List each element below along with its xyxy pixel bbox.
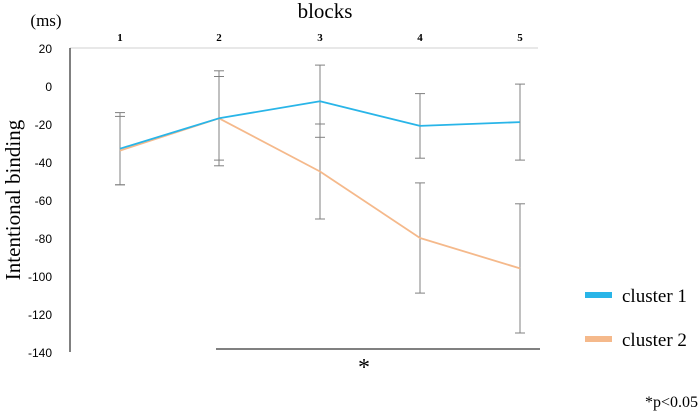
legend-label: cluster 2 xyxy=(622,330,687,351)
legend-label: cluster 1 xyxy=(622,286,687,307)
x-tick-label: 1 xyxy=(117,32,123,44)
significance-marker: * xyxy=(358,355,370,381)
series-line-cluster-1 xyxy=(119,100,521,150)
x-axis: 1 2 3 4 5 xyxy=(117,32,523,44)
y-tick-label: -100 xyxy=(28,270,52,284)
significance-annotation: * xyxy=(216,348,540,381)
y-tick-label: -80 xyxy=(35,232,53,246)
chart-frame xyxy=(69,47,538,352)
y-tick-label: -120 xyxy=(28,308,52,322)
legend-swatch xyxy=(585,292,612,298)
significance-note: *p<0.05 xyxy=(645,394,698,411)
series-lines xyxy=(119,100,521,270)
y-tick-label: -40 xyxy=(35,156,53,170)
y-tick-label: 0 xyxy=(45,80,52,94)
error-bars xyxy=(115,64,525,334)
y-axis-unit: (ms) xyxy=(30,11,61,30)
y-tick-label: -140 xyxy=(28,346,52,360)
x-tick-label: 4 xyxy=(417,32,423,44)
y-tick-label: 20 xyxy=(39,42,53,56)
x-tick-label: 5 xyxy=(517,32,523,44)
x-axis-title: blocks xyxy=(298,0,353,23)
x-tick-label: 3 xyxy=(317,32,323,44)
legend-swatch xyxy=(585,336,612,342)
x-tick-label: 2 xyxy=(216,32,222,44)
y-tick-label: -20 xyxy=(35,118,53,132)
legend: cluster 1 cluster 2 xyxy=(585,286,687,351)
y-axis-title: Intentional binding xyxy=(1,119,25,280)
y-axis: 20 0 -20 -40 -60 -80 -100 -120 -140 xyxy=(28,42,52,360)
y-tick-label: -60 xyxy=(35,194,53,208)
